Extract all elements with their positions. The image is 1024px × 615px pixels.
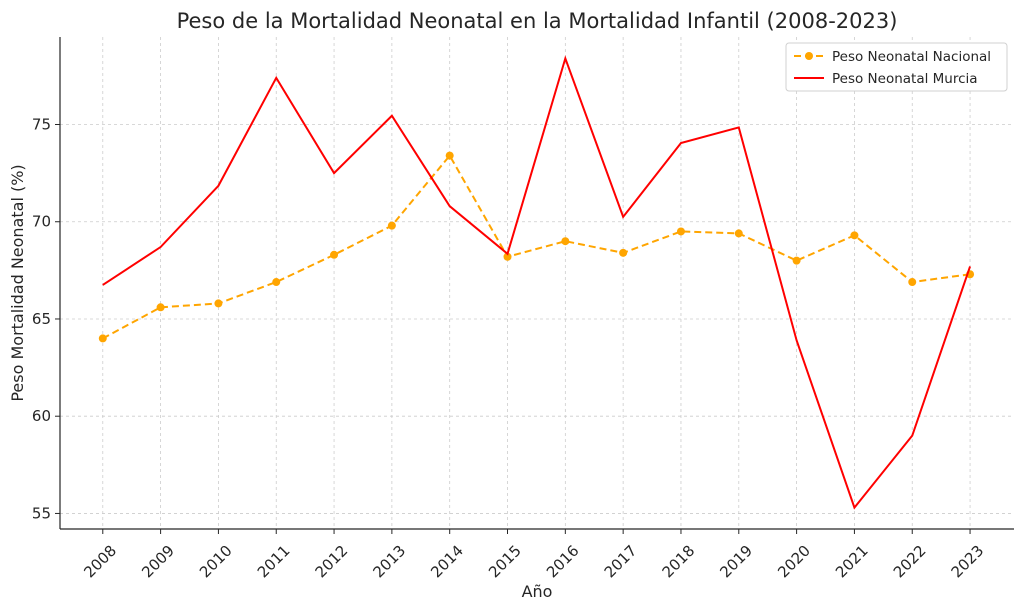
x-tick-label: 2012 — [312, 542, 352, 582]
x-tick-label: 2011 — [254, 542, 294, 582]
x-tick-label: 2022 — [890, 542, 930, 582]
y-tick-label: 65 — [32, 310, 51, 328]
legend-box — [785, 42, 1008, 92]
data-point — [156, 303, 165, 312]
data-point — [387, 221, 396, 230]
x-tick-label: 2019 — [716, 542, 756, 582]
data-point — [561, 237, 570, 246]
x-tick-label: 2018 — [659, 542, 699, 582]
data-point — [676, 227, 685, 236]
x-tick-label: 2017 — [601, 542, 641, 582]
x-tick-label: 2023 — [948, 542, 988, 582]
x-tick-label: 2015 — [485, 542, 525, 582]
data-point — [272, 278, 281, 287]
legend-label: Peso Neonatal Nacional — [832, 49, 991, 65]
legend: Peso Neonatal Nacional Peso Neonatal Murc… — [785, 42, 1008, 92]
x-tick-label: 2010 — [196, 542, 236, 582]
data-point — [792, 256, 801, 265]
x-tick-label: 2013 — [369, 542, 409, 582]
grid — [60, 37, 1014, 529]
legend-label: Peso Neonatal Murcia — [832, 71, 978, 87]
x-axis-label: Año — [522, 582, 553, 601]
data-point — [445, 151, 454, 160]
chart-title: Peso de la Mortalidad Neonatal en la Mor… — [177, 9, 898, 33]
y-axis-label: Peso Mortalidad Neonatal (%) — [8, 164, 27, 401]
data-point — [619, 248, 628, 257]
series-group — [98, 55, 975, 510]
data-point — [330, 250, 339, 259]
x-tick-label: 2021 — [832, 542, 872, 582]
x-tick-label: 2020 — [774, 542, 814, 582]
y-tick-label: 70 — [32, 213, 51, 231]
data-point — [98, 334, 107, 343]
x-tick-label: 2009 — [138, 542, 178, 582]
axes: 2008 2009 2010 2011 2012 2013 2014 2015 2016 2017… — [32, 37, 1014, 581]
legend-marker — [805, 52, 813, 60]
data-point — [850, 231, 859, 240]
data-point — [734, 229, 743, 238]
x-tick-label: 2016 — [543, 542, 583, 582]
data-point — [214, 299, 223, 308]
data-point — [503, 252, 512, 261]
y-tick-label: 55 — [32, 504, 51, 522]
data-point — [908, 278, 917, 287]
series-line-nacional — [102, 153, 971, 340]
y-tick-label: 60 — [32, 407, 51, 425]
x-tick-label: 2014 — [427, 542, 467, 582]
series-line-murcia — [102, 55, 972, 510]
y-tick-label: 75 — [32, 116, 51, 134]
x-tick-label: 2008 — [80, 542, 120, 582]
